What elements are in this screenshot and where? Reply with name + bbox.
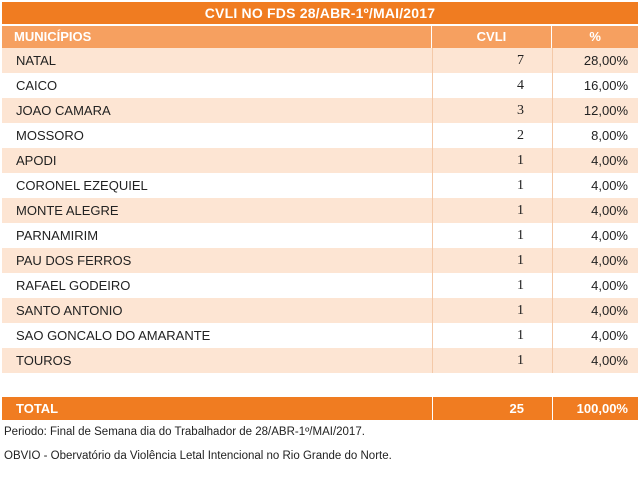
table-row: PAU DOS FERROS 1 4,00% — [2, 248, 638, 273]
cell-municipio: MONTE ALEGRE — [16, 203, 119, 218]
total-row: TOTAL 25 100,00% — [2, 397, 638, 420]
table-row: NATAL 7 28,00% — [2, 48, 638, 73]
cell-cvli: 1 — [432, 273, 552, 298]
table-row: SAO GONCALO DO AMARANTE 1 4,00% — [2, 323, 638, 348]
cell-cvli: 7 — [432, 48, 552, 73]
table-title: CVLI NO FDS 28/ABR-1º/MAI/2017 — [2, 2, 638, 24]
cell-percent: 12,00% — [552, 98, 638, 123]
table-row: JOAO CAMARA 3 12,00% — [2, 98, 638, 123]
cell-municipio: JOAO CAMARA — [16, 103, 111, 118]
cvli-table: CVLI NO FDS 28/ABR-1º/MAI/2017 MUNICÍPIO… — [2, 2, 638, 468]
table-row: SANTO ANTONIO 1 4,00% — [2, 298, 638, 323]
cell-cvli: 1 — [432, 323, 552, 348]
table-row: APODI 1 4,00% — [2, 148, 638, 173]
total-label: TOTAL — [16, 401, 59, 416]
cell-percent: 8,00% — [552, 123, 638, 148]
cell-municipio: PAU DOS FERROS — [16, 253, 132, 268]
footer-periodo: Periodo: Final de Semana dia do Trabalha… — [4, 426, 365, 438]
cell-municipio: NATAL — [16, 53, 56, 68]
table-spacer — [2, 373, 638, 397]
table-row: TOUROS 1 4,00% — [2, 348, 638, 373]
header-cvli: CVLI — [430, 26, 552, 48]
cell-municipio: SANTO ANTONIO — [16, 303, 123, 318]
cell-cvli: 1 — [432, 223, 552, 248]
cell-municipio: APODI — [16, 153, 57, 168]
table-row: MOSSORO 2 8,00% — [2, 123, 638, 148]
cell-cvli: 1 — [432, 248, 552, 273]
cell-percent: 4,00% — [552, 273, 638, 298]
table-row: PARNAMIRIM 1 4,00% — [2, 223, 638, 248]
table-row: MONTE ALEGRE 1 4,00% — [2, 198, 638, 223]
cell-municipio: RAFAEL GODEIRO — [16, 278, 131, 293]
cell-cvli: 1 — [432, 298, 552, 323]
cell-percent: 16,00% — [552, 73, 638, 98]
cell-municipio: MOSSORO — [16, 128, 84, 143]
cell-cvli: 1 — [432, 173, 552, 198]
header-municipios: MUNICÍPIOS — [14, 29, 92, 44]
cell-municipio: TOUROS — [16, 353, 72, 368]
cell-percent: 28,00% — [552, 48, 638, 73]
total-cvli: 25 — [432, 397, 552, 420]
cell-percent: 4,00% — [552, 223, 638, 248]
cell-percent: 4,00% — [552, 298, 638, 323]
cell-municipio: CAICO — [16, 78, 58, 93]
total-percent: 100,00% — [552, 397, 638, 420]
cell-municipio: SAO GONCALO DO AMARANTE — [16, 328, 211, 343]
cell-cvli: 1 — [432, 148, 552, 173]
cell-percent: 4,00% — [552, 348, 638, 373]
table-row: RAFAEL GODEIRO 1 4,00% — [2, 273, 638, 298]
cell-cvli: 2 — [432, 123, 552, 148]
table-row: CAICO 4 16,00% — [2, 73, 638, 98]
cell-cvli: 1 — [432, 198, 552, 223]
table-body: NATAL 7 28,00% CAICO 4 16,00% JOAO CAMAR… — [2, 48, 638, 373]
cell-municipio: CORONEL EZEQUIEL — [16, 178, 148, 193]
cell-cvli: 3 — [432, 98, 552, 123]
table-header-row: MUNICÍPIOS CVLI % — [2, 26, 638, 48]
cell-percent: 4,00% — [552, 248, 638, 273]
footer-fonte: OBVIO - Obervatório da Violência Letal I… — [4, 450, 392, 462]
cell-percent: 4,00% — [552, 323, 638, 348]
header-percent: % — [551, 26, 638, 48]
table-row: CORONEL EZEQUIEL 1 4,00% — [2, 173, 638, 198]
cell-cvli: 4 — [432, 73, 552, 98]
cell-percent: 4,00% — [552, 198, 638, 223]
cell-percent: 4,00% — [552, 148, 638, 173]
cell-municipio: PARNAMIRIM — [16, 228, 99, 243]
cell-cvli: 1 — [432, 348, 552, 373]
cell-percent: 4,00% — [552, 173, 638, 198]
